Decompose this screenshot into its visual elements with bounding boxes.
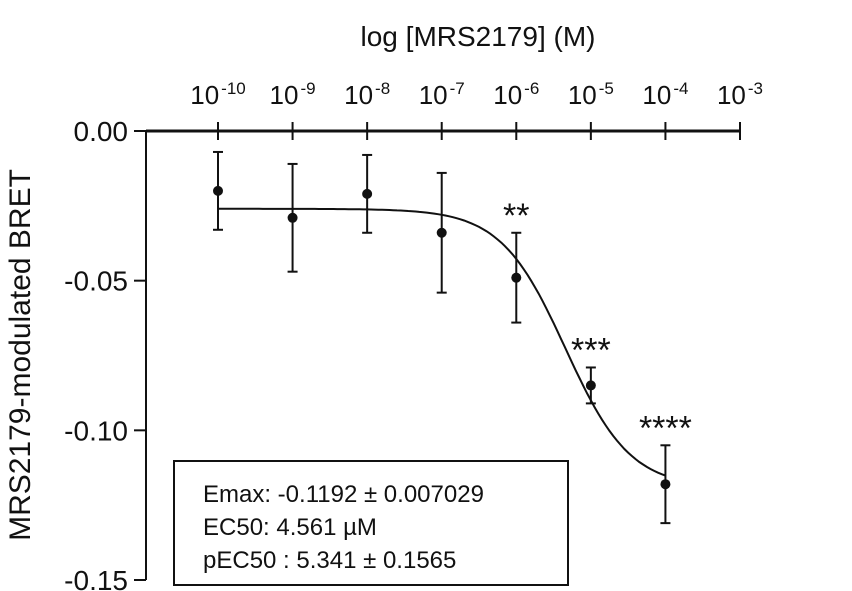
y-axis-title: MRS2179-modulated BRET	[4, 169, 37, 541]
x-tick-label: 10 -4	[642, 79, 688, 110]
data-point	[436, 227, 447, 238]
data-points-layer: *********	[213, 150, 692, 525]
fit-stats-box: Emax: -0.1192 ± 0.007029 EC50: 4.561 µM …	[173, 460, 569, 586]
data-point	[213, 185, 223, 196]
significance-marker: ****	[639, 409, 692, 447]
y-tick-label: -0.10	[64, 415, 128, 446]
x-axis-title: log [MRS2179] (M)	[361, 21, 596, 52]
data-point	[362, 188, 373, 199]
x-tick-label: 10 -6	[493, 79, 539, 110]
x-tick-label: 10 -8	[344, 79, 390, 110]
x-tick-label: 10 -7	[419, 79, 465, 110]
ec50-stat: EC50: 4.561 µM	[203, 514, 377, 541]
y-tick-label: -0.15	[64, 565, 128, 591]
data-point	[585, 380, 596, 391]
data-point	[511, 272, 522, 283]
x-tick-label: 10 -3	[717, 79, 763, 110]
x-tick-label: 10 -10	[190, 79, 246, 110]
data-point	[660, 479, 671, 490]
significance-marker: ***	[571, 331, 611, 369]
y-tick-label: -0.05	[64, 266, 128, 297]
axes: 10 -10 10 -9 10 -8 10 -7 10 -6 10 -5 10 -4 10 -3 0.00 -0.…	[64, 79, 763, 591]
x-tick-label: 10 -5	[568, 79, 614, 110]
x-tick-label: 10 -9	[270, 79, 316, 110]
significance-marker: **	[503, 197, 529, 235]
data-point	[287, 212, 298, 223]
pec50-stat: pEC50 : 5.341 ± 0.1565	[203, 547, 457, 574]
emax-stat: Emax: -0.1192 ± 0.007029	[203, 481, 484, 508]
y-tick-label: 0.00	[74, 116, 129, 147]
